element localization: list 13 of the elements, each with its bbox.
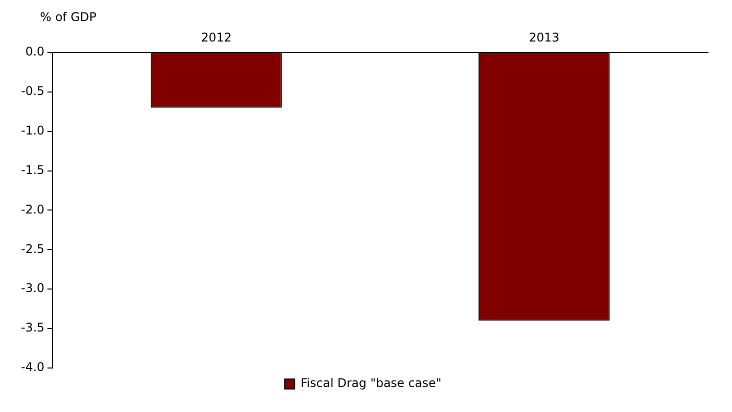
y-tick-label: -2.0 (20, 202, 44, 216)
x-tick-label: 2012 (201, 30, 232, 44)
y-tick-label: -0.5 (20, 84, 44, 98)
y-tick-label: -3.5 (20, 320, 44, 335)
legend-label: Fiscal Drag "base case" (300, 376, 442, 390)
y-tick-label: -2.5 (20, 242, 44, 256)
x-tick-label: 2013 (528, 30, 560, 44)
y-axis-title: % of GDP (40, 10, 96, 24)
y-tick-label: -3.0 (20, 281, 44, 296)
y-tick-label: -1.5 (20, 162, 44, 177)
y-tick-label: -1.0 (20, 123, 44, 138)
y-tick-label: 0.0 (25, 44, 44, 59)
y-tick-label: -4.0 (20, 360, 44, 374)
